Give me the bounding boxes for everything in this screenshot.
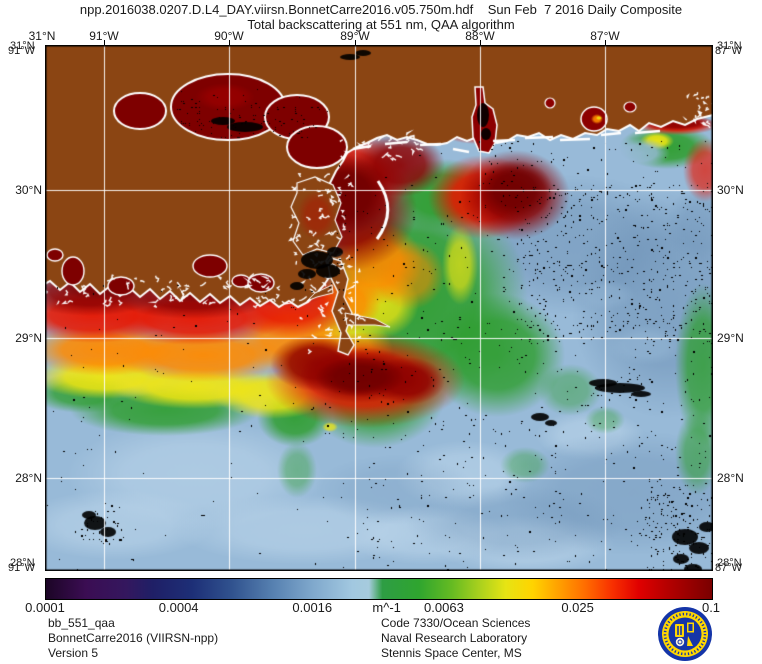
footer-right-line: Naval Research Laboratory (381, 631, 528, 645)
logo-shield (675, 624, 684, 637)
logo-gear-hub (677, 639, 683, 645)
lat-label-right: 30°N (717, 183, 744, 197)
footer-right-line: Code 7330/Ocean Sciences (381, 616, 531, 630)
corner-lat: 28°N (717, 557, 742, 569)
lat-label-left: 30°N (15, 183, 42, 197)
colorbar-tick-label: 0.0016 (292, 600, 333, 615)
lon-tick (480, 40, 481, 45)
footer-left-line: Version 5 (48, 646, 99, 660)
lat-label-left: 28°N (15, 471, 42, 485)
lon-label: 87°W (590, 29, 620, 43)
lat-label-right: 28°N (717, 471, 744, 485)
map-canvas (45, 45, 713, 571)
lon-tick (605, 40, 606, 45)
logo-flag-field (688, 624, 693, 631)
file-title: npp.2016038.0207.D.L4_DAY.viirsn.BonnetC… (79, 2, 474, 17)
corner-label-bottom-left: 28°N 91°W (8, 557, 50, 577)
logo-inner-disc (668, 617, 702, 651)
corner-label-bottom-right: 28°N 87°W (715, 557, 757, 577)
colorbar-tick-label: 0.0063 (424, 600, 464, 615)
lat-label-right: 29°N (717, 331, 744, 345)
footer-left: bb_551_qaa BonnetCarre2016 (VIIRSN-npp) Ve… (48, 616, 218, 661)
logo-gear (675, 637, 685, 647)
lon-tick (355, 40, 356, 45)
nrl-logo (658, 607, 712, 661)
lon-tick (229, 40, 230, 45)
footer-right-line: Stennis Space Center, MS (381, 646, 522, 660)
top-lat-label: 31°N (28, 29, 56, 43)
plot-subtitle: Total backscattering at 551 nm, QAA algo… (247, 17, 515, 32)
colorbar-tick-label: 0.0001 (25, 600, 65, 615)
corner-lat: 31°N (717, 40, 742, 52)
logo-shield-bar2 (680, 626, 682, 635)
footer-right: Code 7330/Ocean Sciences Naval Research L… (381, 616, 530, 661)
footer-left-line: bb_551_qaa (48, 616, 115, 630)
colorbar-tick-label: 0.1 (701, 600, 721, 615)
lat-label-left: 29°N (15, 331, 42, 345)
plot-title: npp.2016038.0207.D.L4_DAY.viirsn.BonnetC… (0, 2, 762, 17)
lon-label: 89°W (340, 29, 370, 43)
corner-lon: 87°W (715, 562, 743, 574)
lon-label: 88°W (465, 29, 495, 43)
footer-left-line: BonnetCarre2016 (VIIRSN-npp) (48, 631, 219, 645)
corner-lon: 91°W (8, 562, 36, 574)
corner-label-top-left: 31°N 91°W (8, 40, 50, 60)
corner-lon: 91°W (8, 45, 36, 57)
logo-ring-text (663, 612, 707, 656)
colorbar-tick-label: 0.025 (561, 600, 594, 615)
logo-sail (687, 636, 693, 646)
lon-tick (104, 40, 105, 45)
lon-label: 91°W (89, 29, 119, 43)
corner-lat: 28°N (10, 557, 35, 569)
corner-label-top-right: 31°N 87°W (715, 40, 757, 60)
corner-lat: 31°N (10, 40, 35, 52)
colorbar (45, 578, 713, 600)
corner-lon: 87°W (715, 45, 743, 57)
colorbar-units-label: m^-1 (372, 600, 401, 615)
title-gap (473, 2, 487, 17)
lon-label: 90°W (214, 29, 244, 43)
date-title: Sun Feb 7 2016 Daily Composite (487, 2, 683, 17)
colorbar-tick-label: 0.0004 (158, 600, 199, 615)
logo-shield-bar (677, 626, 679, 635)
